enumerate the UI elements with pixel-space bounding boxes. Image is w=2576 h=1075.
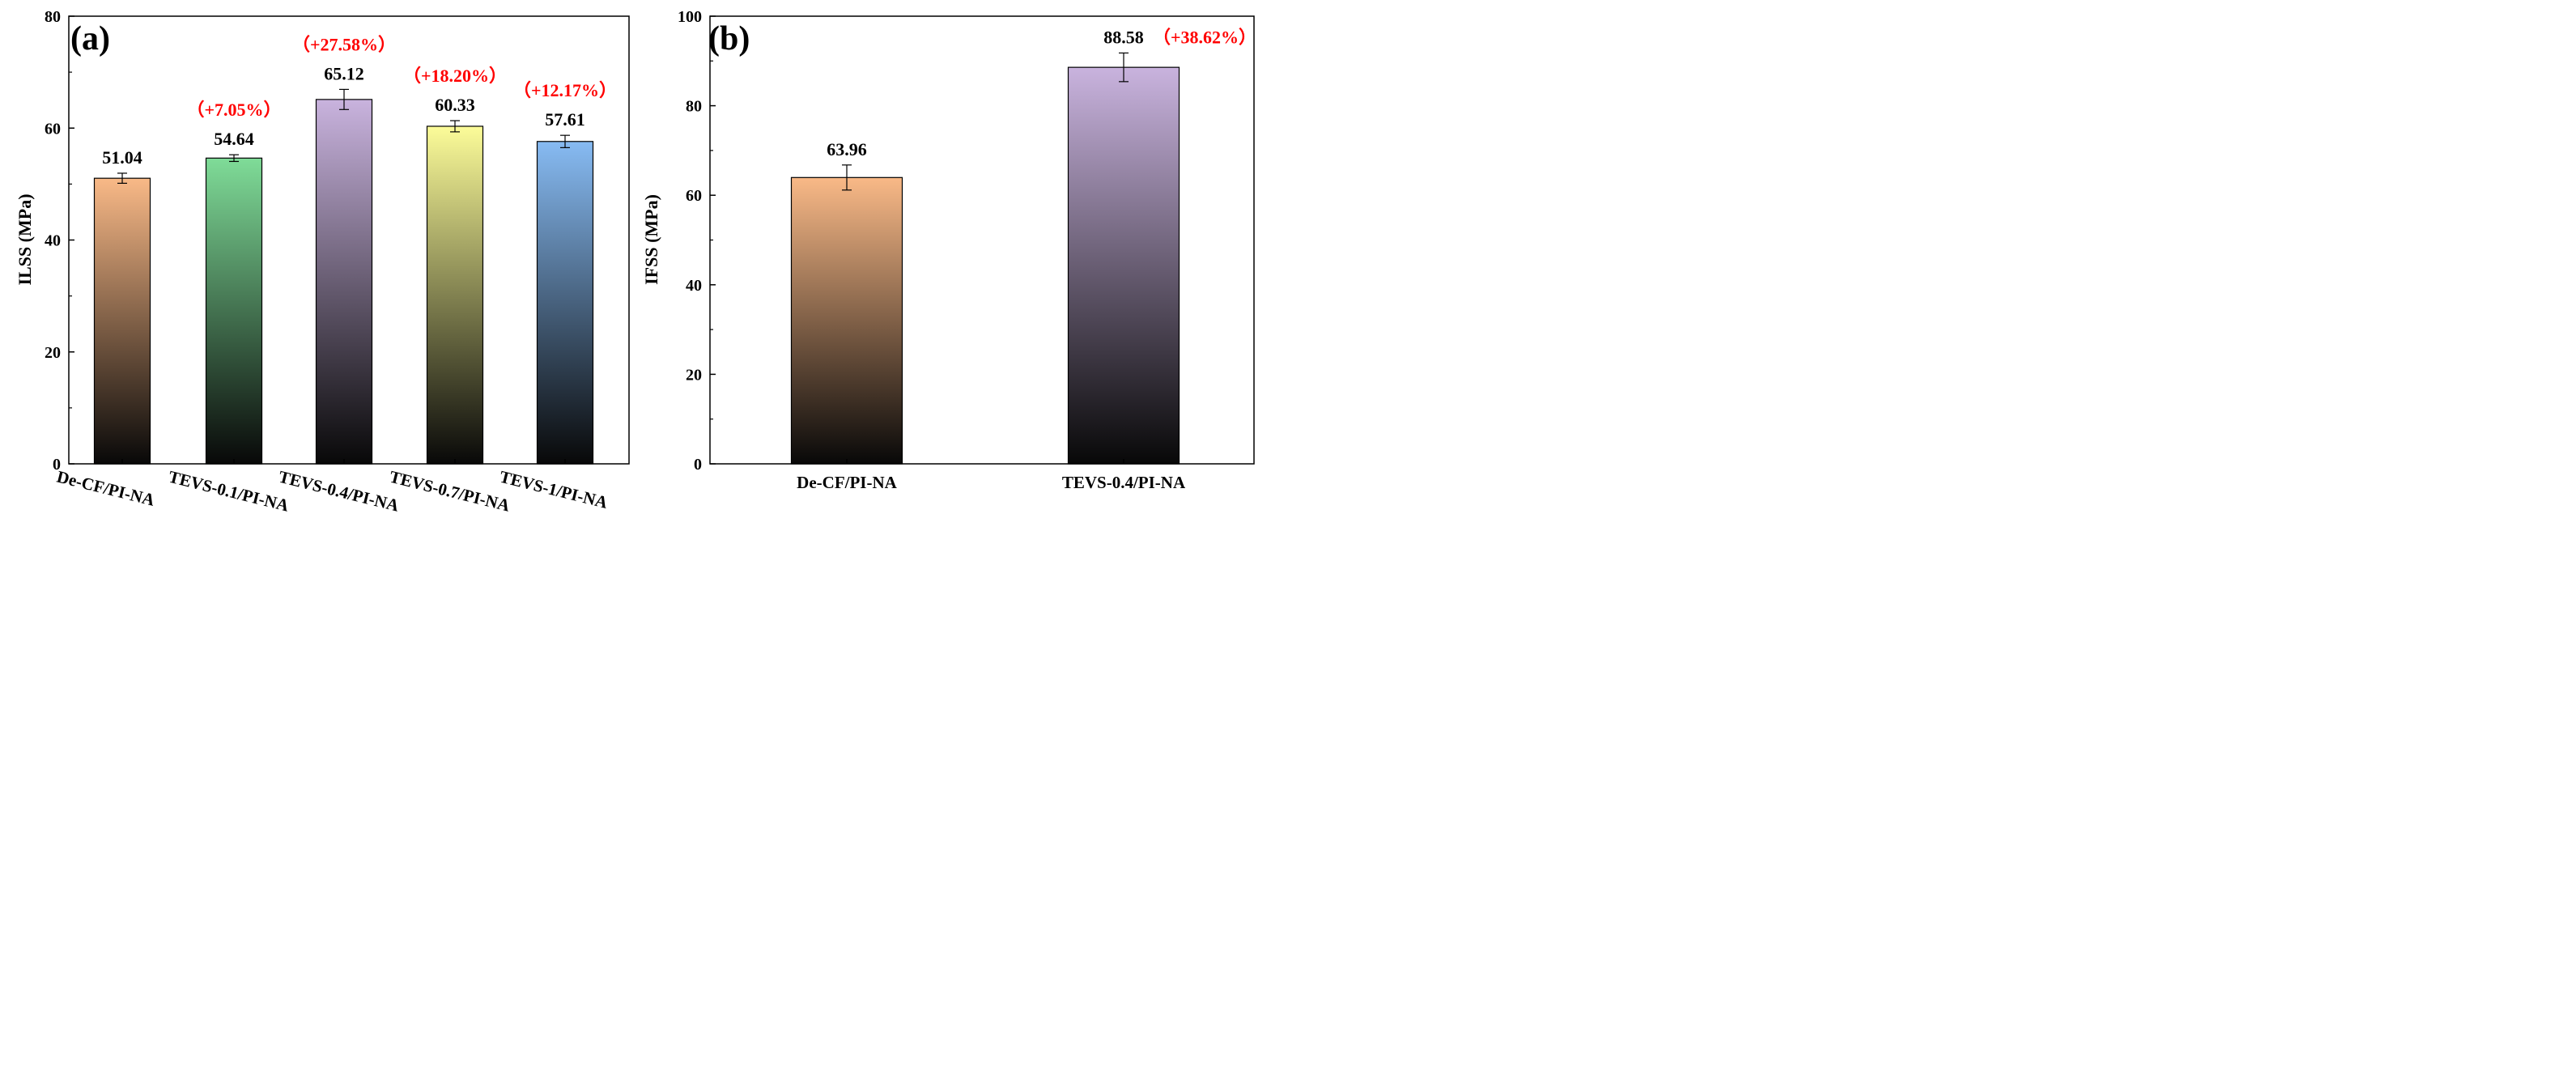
y-tick-label-b: 100 <box>678 8 702 26</box>
value-label-b-1: 63.96 <box>827 139 867 159</box>
increase-label-a-4: （+18.20%） <box>403 66 507 86</box>
y-tick-label-b: 0 <box>694 456 702 474</box>
bar-a-3 <box>315 99 373 465</box>
error-bar-b-1 <box>842 164 852 191</box>
value-label-a-3: 65.12 <box>324 63 364 83</box>
y-tick-label-a: 0 <box>53 456 61 474</box>
increase-label-a-3: （+27.58%） <box>292 34 396 54</box>
bar-a-4 <box>426 125 484 465</box>
y-tick-label-a: 60 <box>45 120 61 138</box>
bar-b-2 <box>1067 66 1180 465</box>
y-tick-label-a: 20 <box>45 344 61 362</box>
value-label-a-1: 51.04 <box>102 147 142 168</box>
category-label-b-1: De-CF/PI-NA <box>797 473 897 492</box>
y-tick-label-b: 20 <box>686 366 702 384</box>
value-label-b-2: 88.58 <box>1103 27 1144 47</box>
category-label-b-2: TEVS-0.4/PI-NA <box>1062 473 1186 492</box>
increase-label-a-5: （+12.17%） <box>513 80 617 100</box>
value-label-a-2: 54.64 <box>214 129 254 149</box>
figure-canvas: (a) ILSS (MPa) 0 20 40 60 80 51.04 De-CF/PI-NA… <box>15 8 1256 516</box>
value-label-a-5: 57.61 <box>545 109 585 130</box>
y-tick-label-a: 40 <box>45 232 61 250</box>
category-label-a-4: TEVS-0.7/PI-NA <box>388 467 512 516</box>
increase-label-b-2: （+38.62%） <box>1153 27 1256 47</box>
error-bar-a-4 <box>450 120 460 133</box>
bar-a-5 <box>536 141 594 465</box>
error-bar-b-2 <box>1119 52 1129 83</box>
y-tick-label-b: 40 <box>686 277 702 295</box>
category-label-a-3: TEVS-0.4/PI-NA <box>277 467 402 516</box>
error-bar-a-1 <box>117 172 127 185</box>
chart-panel-a: (a) ILSS (MPa) 0 20 40 60 80 51.04 De-CF/PI-NA… <box>15 8 630 516</box>
plot-area-a: 0 20 40 60 80 51.04 De-CF/PI-NA 54.64 （+7.05%） TE… <box>45 8 617 516</box>
increase-label-a-2: （+7.05%） <box>186 100 281 120</box>
y-axis-label-b: IFSS (MPa) <box>641 194 661 285</box>
category-label-a-5: TEVS-1/PI-NA <box>498 467 610 513</box>
panel-label-a: (a) <box>70 20 110 57</box>
bar-a-2 <box>205 157 263 465</box>
bar-a-1 <box>93 177 151 465</box>
value-label-a-4: 60.33 <box>435 95 475 115</box>
y-tick-label-b: 80 <box>686 98 702 116</box>
y-tick-label-a: 80 <box>45 8 61 26</box>
category-label-a-2: TEVS-0.1/PI-NA <box>167 467 291 516</box>
y-tick-label-b: 60 <box>686 187 702 205</box>
plot-area-b: 0 20 40 60 80 100 63.96 De-CF/PI-NA 88.58 （+38.62… <box>678 8 1256 492</box>
category-label-a-1: De-CF/PI-NA <box>55 467 158 510</box>
chart-panel-b: (b) IFSS (MPa) 0 20 40 60 80 100 63.96 De-CF/PI… <box>641 8 1256 492</box>
error-bar-a-2 <box>229 154 239 163</box>
bar-b-1 <box>790 176 903 465</box>
error-bar-a-5 <box>560 134 570 148</box>
panel-label-b: (b) <box>708 20 750 57</box>
y-axis-label-a: ILSS (MPa) <box>15 193 35 285</box>
error-bar-a-3 <box>339 88 349 110</box>
